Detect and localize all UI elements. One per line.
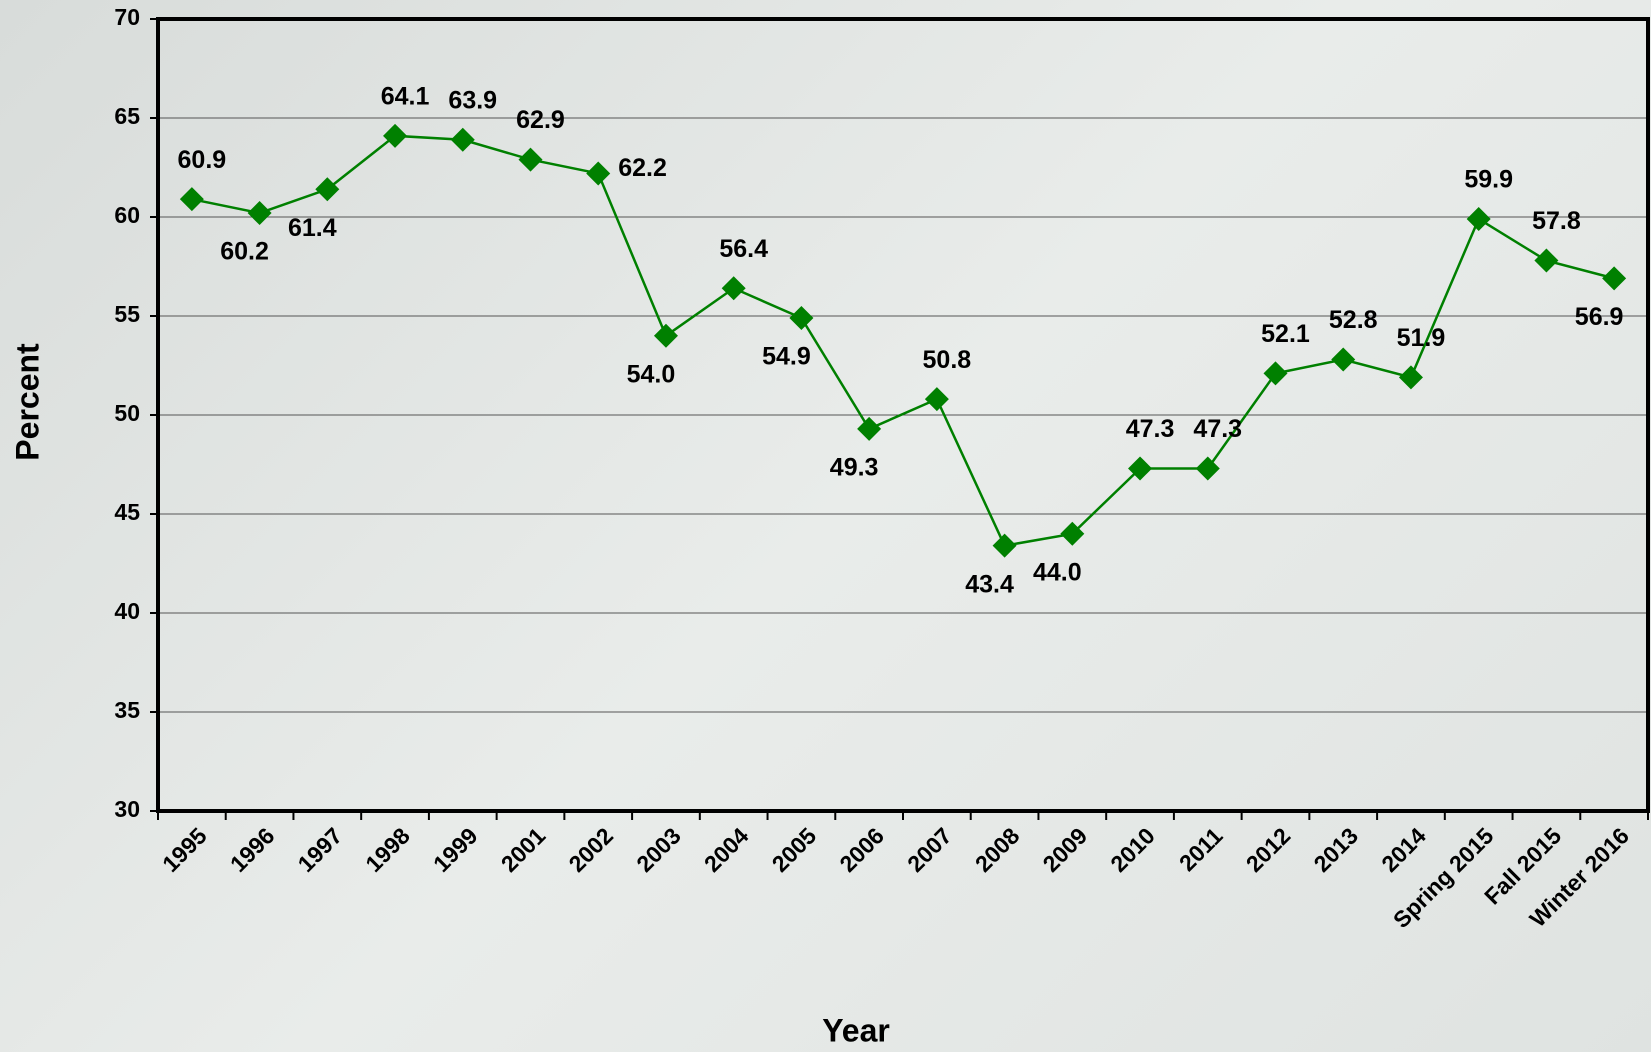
data-label: 47.3 (1193, 415, 1242, 443)
y-tick-label: 65 (114, 103, 140, 129)
y-tick-label: 45 (114, 499, 140, 525)
x-tick-label: 2010 (1105, 822, 1160, 877)
x-tick-label: 2009 (1038, 822, 1093, 877)
data-point (1534, 248, 1559, 273)
data-point (1331, 347, 1356, 372)
data-label: 63.9 (448, 86, 497, 114)
data-label: 54.9 (762, 343, 811, 371)
x-tick-label: 2002 (563, 822, 618, 877)
y-tick-label: 55 (114, 301, 140, 327)
data-point (653, 323, 678, 348)
data-label: 43.4 (965, 570, 1014, 598)
data-point (450, 127, 475, 152)
y-axis-title: Percent (9, 343, 45, 461)
x-tick-label: 1999 (428, 822, 483, 877)
data-point (1466, 206, 1491, 231)
data-label: 51.9 (1397, 324, 1446, 352)
data-label: 54.0 (627, 360, 676, 388)
data-point (179, 187, 204, 212)
x-tick-label: 2004 (699, 822, 754, 877)
x-axis-title: Year (822, 1012, 890, 1048)
data-point (1060, 521, 1085, 546)
data-label: 44.0 (1033, 558, 1082, 586)
x-tick-label: 2006 (834, 822, 889, 877)
data-label: 49.3 (830, 453, 879, 481)
x-tick-label: 2011 (1174, 822, 1228, 876)
data-point (518, 147, 543, 172)
data-point (992, 533, 1017, 558)
data-point (247, 201, 272, 226)
data-point (1195, 456, 1220, 481)
data-label: 60.2 (220, 238, 269, 266)
data-label: 47.3 (1126, 415, 1175, 443)
data-point (586, 161, 611, 186)
x-tick-label: 2012 (1241, 822, 1296, 877)
data-label: 64.1 (381, 82, 430, 110)
x-tick-label: 1998 (360, 822, 415, 877)
x-tick-label: 1996 (225, 822, 280, 877)
data-point (1602, 266, 1627, 291)
x-tick-label: 1995 (157, 822, 212, 877)
x-tick-label: 1997 (293, 822, 348, 877)
data-label: 50.8 (923, 346, 972, 374)
data-point (383, 123, 408, 148)
data-label: 56.9 (1575, 303, 1624, 331)
data-line (191, 134, 1615, 548)
data-label: 62.2 (618, 154, 667, 182)
data-label: 60.9 (178, 146, 227, 174)
y-tick-label: 35 (114, 697, 140, 723)
y-tick-label: 30 (114, 796, 140, 822)
data-label: 56.4 (719, 235, 768, 263)
y-tick-label: 50 (114, 400, 140, 426)
data-point (789, 305, 814, 330)
x-tick-label: 2014 (1376, 822, 1431, 877)
data-point (924, 387, 949, 412)
data-label: 52.8 (1329, 306, 1378, 334)
x-tick-label: 2005 (767, 822, 822, 877)
x-tick-label: 2001 (496, 822, 551, 877)
data-label: 59.9 (1464, 166, 1513, 194)
x-tick-label: 2007 (902, 822, 957, 877)
x-tick-label: 2008 (970, 822, 1025, 877)
x-tick-label: 2013 (1308, 822, 1363, 877)
data-label: 52.1 (1261, 320, 1310, 348)
y-tick-label: 60 (114, 202, 140, 228)
data-point (315, 177, 340, 202)
data-label: 57.8 (1532, 207, 1581, 235)
y-tick-label: 70 (114, 4, 140, 30)
x-tick-label: 2003 (631, 822, 686, 877)
data-point (1398, 365, 1423, 390)
data-point (857, 416, 882, 441)
data-point (721, 276, 746, 301)
data-label: 61.4 (288, 214, 337, 242)
data-point (1263, 361, 1288, 386)
data-label: 62.9 (516, 106, 565, 134)
y-tick-label: 40 (114, 598, 140, 624)
data-point (1128, 456, 1153, 481)
